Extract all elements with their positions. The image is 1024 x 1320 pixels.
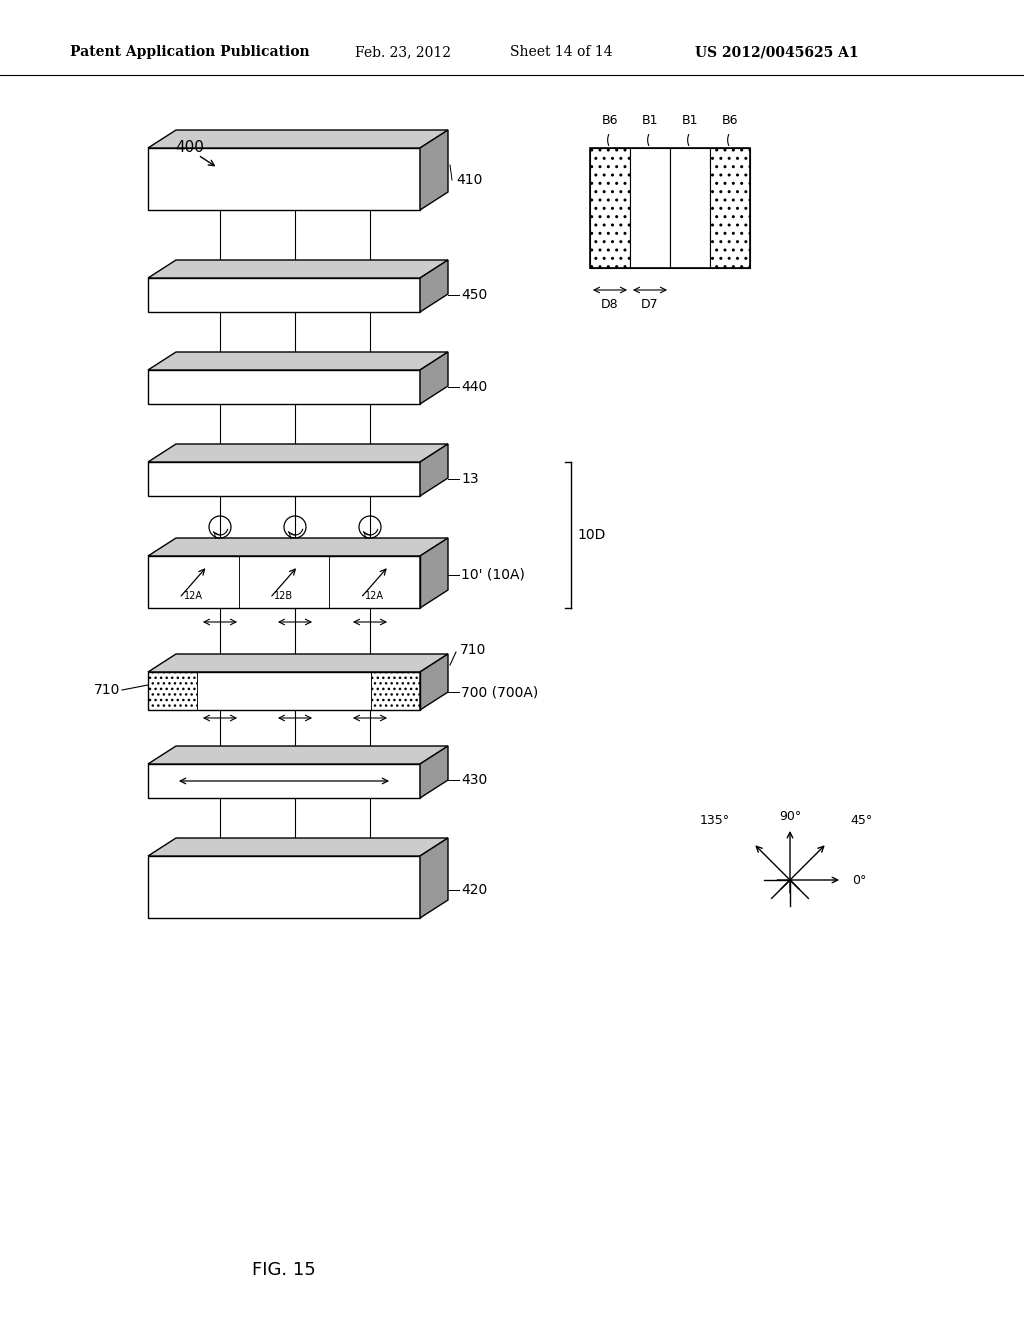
Polygon shape: [420, 260, 449, 312]
Text: B1: B1: [682, 114, 698, 127]
Polygon shape: [330, 556, 420, 609]
Polygon shape: [420, 838, 449, 917]
Text: D7: D7: [641, 297, 658, 310]
Polygon shape: [420, 653, 449, 710]
Text: 0°: 0°: [852, 874, 866, 887]
Text: 45°: 45°: [850, 813, 872, 826]
Polygon shape: [148, 129, 449, 148]
Polygon shape: [148, 539, 449, 556]
Text: 400: 400: [175, 140, 204, 156]
Polygon shape: [148, 838, 449, 855]
Polygon shape: [148, 653, 449, 672]
Text: 430: 430: [461, 774, 487, 787]
Polygon shape: [148, 672, 197, 710]
Text: 135°: 135°: [699, 813, 730, 826]
Text: 12B: 12B: [274, 591, 294, 601]
Text: Feb. 23, 2012: Feb. 23, 2012: [355, 45, 451, 59]
Text: 450: 450: [461, 288, 487, 302]
Text: 12A: 12A: [366, 591, 384, 601]
Text: B6: B6: [602, 114, 618, 127]
Bar: [710, 148, 750, 268]
Bar: [670, 148, 710, 268]
Text: US 2012/0045625 A1: US 2012/0045625 A1: [695, 45, 859, 59]
Text: 12A: 12A: [184, 591, 203, 601]
Text: 710: 710: [460, 643, 486, 657]
Text: 440: 440: [461, 380, 487, 393]
Polygon shape: [420, 444, 449, 496]
Text: 700 (700A): 700 (700A): [461, 685, 539, 700]
Polygon shape: [148, 148, 420, 210]
Text: Patent Application Publication: Patent Application Publication: [70, 45, 309, 59]
Text: 13: 13: [461, 473, 478, 486]
Polygon shape: [148, 855, 420, 917]
Text: 420: 420: [461, 883, 487, 898]
Polygon shape: [148, 260, 449, 279]
Text: B6: B6: [722, 114, 738, 127]
Text: 410: 410: [456, 173, 482, 187]
Text: Sheet 14 of 14: Sheet 14 of 14: [510, 45, 612, 59]
Polygon shape: [197, 672, 371, 710]
Polygon shape: [420, 129, 449, 210]
Polygon shape: [148, 556, 239, 609]
Polygon shape: [371, 672, 420, 710]
Polygon shape: [420, 352, 449, 404]
Polygon shape: [148, 462, 420, 496]
Polygon shape: [148, 370, 420, 404]
Text: 90°: 90°: [779, 809, 801, 822]
Bar: [590, 148, 630, 268]
Polygon shape: [420, 746, 449, 799]
Text: 10' (10A): 10' (10A): [461, 568, 525, 582]
Polygon shape: [239, 556, 330, 609]
Bar: [630, 148, 670, 268]
Polygon shape: [148, 352, 449, 370]
Text: B1: B1: [642, 114, 658, 127]
Text: 710: 710: [93, 682, 120, 697]
Polygon shape: [148, 279, 420, 312]
Polygon shape: [148, 444, 449, 462]
Polygon shape: [148, 746, 449, 764]
Polygon shape: [420, 539, 449, 609]
Text: D8: D8: [601, 297, 618, 310]
Text: FIG. 15: FIG. 15: [252, 1261, 315, 1279]
Polygon shape: [148, 764, 420, 799]
Bar: [590, 148, 750, 268]
Text: 10D: 10D: [577, 528, 605, 543]
